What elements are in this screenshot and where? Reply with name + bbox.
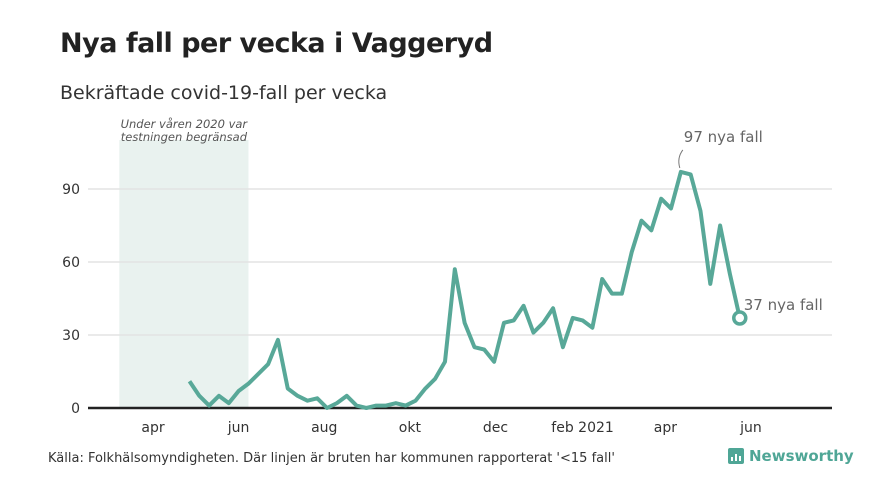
x-tick-label: feb 2021 (551, 420, 614, 436)
x-tick-label: apr (654, 420, 677, 436)
y-tick-label: 60 (62, 255, 80, 271)
y-tick-label: 90 (62, 182, 80, 198)
x-tick-label: dec (483, 420, 508, 436)
annotation-peak: 97 nya fall (684, 128, 763, 146)
newsworthy-logo[interactable]: Newsworthy (728, 447, 854, 465)
annotation-leader (678, 149, 684, 169)
series-line (187, 169, 742, 410)
brand-name: Newsworthy (749, 447, 854, 465)
x-tick-label: jun (227, 420, 250, 436)
shaded-region-label: testningen begränsad (121, 130, 248, 144)
x-tick-label: apr (141, 420, 164, 436)
x-tick-label: jun (739, 420, 762, 436)
logo-icon (728, 448, 744, 464)
x-tick-label: okt (399, 420, 422, 436)
source-note: Källa: Folkhälsomyndigheten. Där linjen … (48, 451, 615, 466)
shaded-region-label: Under våren 2020 var (121, 117, 249, 131)
x-tick-label: aug (311, 420, 337, 436)
y-tick-label: 30 (62, 328, 80, 344)
chart-subtitle: Bekräftade covid-19-fall per vecka (60, 82, 388, 104)
y-tick-label: 0 (71, 401, 80, 417)
last-point-marker (732, 310, 748, 326)
chart-title: Nya fall per vecka i Vaggeryd (60, 28, 493, 59)
annotation-last: 37 nya fall (744, 296, 823, 314)
shaded-region (119, 140, 249, 408)
